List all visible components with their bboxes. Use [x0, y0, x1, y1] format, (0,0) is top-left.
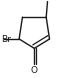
Text: Br: Br — [1, 34, 11, 44]
Text: O: O — [31, 66, 38, 75]
